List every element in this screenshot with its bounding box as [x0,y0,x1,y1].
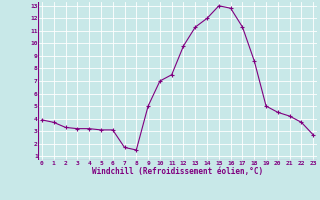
X-axis label: Windchill (Refroidissement éolien,°C): Windchill (Refroidissement éolien,°C) [92,167,263,176]
